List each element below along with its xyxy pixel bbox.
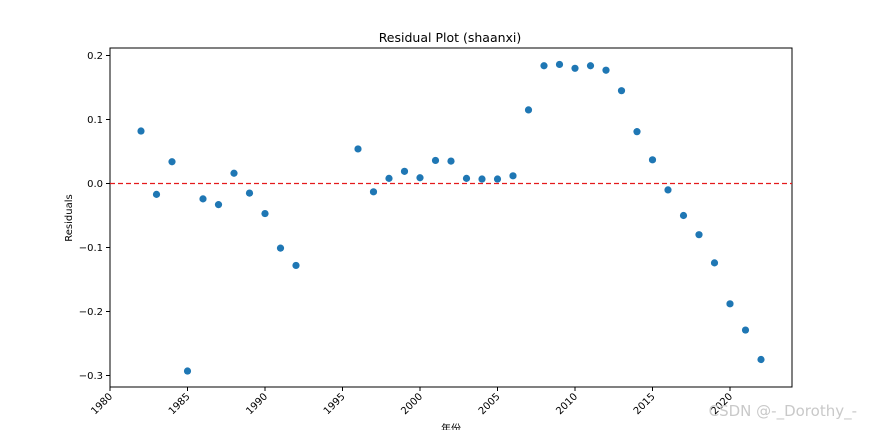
residual-point (431, 156, 440, 165)
x-tick-label: 1995 (322, 391, 348, 417)
x-tick-label: 2005 (477, 391, 503, 417)
residual-point (292, 261, 300, 270)
x-axis-label: 年份 (441, 422, 461, 430)
residual-point (168, 158, 176, 166)
residual-point (540, 62, 548, 70)
y-tick-label: −0.1 (79, 243, 103, 254)
y-tick-label: −0.3 (79, 371, 103, 382)
residual-point (741, 326, 750, 334)
residual-point (524, 106, 533, 114)
watermark: CSDN @-_Dorothy_- (708, 402, 857, 420)
residual-point (695, 231, 703, 239)
residual-point (261, 209, 269, 218)
residual-point (276, 244, 285, 252)
residual-point (710, 259, 719, 267)
chart-title: Residual Plot (shaanxi) (379, 30, 522, 45)
x-tick-label: 2010 (554, 391, 580, 417)
residual-point (416, 174, 424, 182)
residual-point (369, 188, 378, 196)
residual-point (617, 87, 626, 95)
residual-point (602, 66, 610, 74)
residual-point (245, 189, 254, 197)
residual-point (199, 195, 207, 203)
residual-point (183, 367, 192, 375)
residual-point (679, 211, 688, 220)
residual-point (137, 127, 145, 135)
residual-point (447, 157, 455, 165)
residual-point (493, 175, 502, 183)
residual-point (757, 355, 765, 364)
y-tick-label: 0.2 (87, 51, 103, 62)
residual-point (633, 128, 641, 136)
y-tick-label: 0.0 (87, 179, 103, 190)
residual-point (478, 175, 486, 183)
residual-point (664, 186, 672, 194)
residual-point (214, 201, 223, 209)
x-tick-label: 2015 (632, 391, 658, 417)
residual-point (400, 167, 409, 175)
residual-point (230, 169, 238, 177)
x-tick-label: 1985 (167, 391, 193, 417)
x-tick-label: 1980 (89, 391, 115, 417)
x-tick-label: 2000 (399, 391, 425, 417)
plot-frame (109, 47, 793, 388)
y-tick-label: −0.2 (79, 307, 103, 318)
y-axis-label: Residuals (64, 194, 75, 241)
residual-point (462, 174, 471, 182)
residual-point (726, 300, 734, 308)
x-tick-label: 1990 (244, 391, 270, 417)
residual-point (152, 190, 161, 198)
residual-point (571, 64, 579, 72)
y-tick-label: 0.1 (87, 115, 103, 126)
residual-point (509, 172, 517, 180)
residual-point (354, 145, 362, 153)
residual-point (385, 174, 393, 182)
residual-point (555, 60, 564, 69)
residual-point (586, 62, 595, 70)
residual-point (648, 156, 657, 164)
